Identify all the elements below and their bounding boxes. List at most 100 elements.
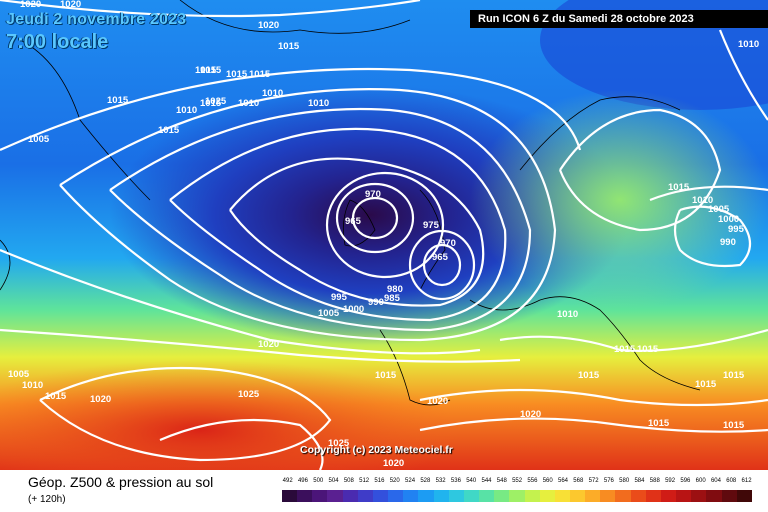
isobar-label: 1020	[520, 409, 541, 420]
isobar-label: 1010	[238, 98, 259, 109]
color-scale-swatch	[312, 490, 328, 502]
forecast-time: 7:00 locale	[6, 31, 109, 53]
isobar-label: 1015	[226, 69, 248, 80]
isobar-label: 980	[387, 284, 403, 295]
isobar-label: 995	[331, 292, 348, 303]
isobar-label: 1015	[195, 65, 217, 76]
color-scale-swatch	[388, 490, 404, 502]
forecast-date: Jeudi 2 novembre 2023	[6, 11, 187, 28]
color-scale-swatch	[539, 490, 555, 502]
color-scale-tick: 564	[557, 478, 568, 484]
color-scale-tick: 576	[603, 478, 614, 484]
isobar-label: 1015	[278, 41, 300, 52]
color-scale-swatch	[691, 490, 707, 502]
isobar-label: 1015	[723, 370, 745, 381]
isobar-label: 1015	[668, 182, 690, 193]
color-scale-swatch	[524, 490, 540, 502]
color-scale-tick: 572	[588, 478, 599, 484]
color-scale-swatch	[706, 490, 722, 502]
color-scale-swatch	[463, 490, 480, 502]
color-scale-tick: 504	[328, 478, 339, 484]
color-scale-tick: 516	[374, 478, 385, 484]
color-scale-tick: 600	[695, 478, 706, 484]
isobar-label: 1015	[637, 344, 659, 355]
map-title: Géop. Z500 & pression au sol	[28, 474, 214, 490]
isobar-label: 1010	[176, 105, 197, 116]
color-scale-tick: 524	[405, 478, 416, 484]
color-scale-tick: 612	[741, 478, 752, 484]
color-scale-tick: 520	[389, 478, 400, 484]
color-scale-tick: 584	[634, 478, 645, 484]
isobar-label: 1005	[318, 308, 340, 319]
color-scale-swatch	[342, 490, 358, 502]
isobar-label: 1005	[8, 369, 30, 380]
isobar-label: 995	[728, 224, 745, 235]
color-scale-tick: 532	[435, 478, 446, 484]
color-scale-tick: 536	[450, 478, 461, 484]
color-scale-tick: 492	[282, 478, 293, 484]
color-scale-tick: 596	[680, 478, 691, 484]
color-scale-ticks: 492 496 500 504 508 512 516 520 524 528 532 536 540 5…	[280, 478, 754, 484]
color-scale-tick: 544	[481, 478, 492, 484]
color-scale-swatch	[509, 490, 525, 502]
coastlines	[0, 0, 701, 406]
isobar-label: 1010	[557, 309, 578, 320]
color-scale-swatch	[600, 490, 616, 502]
color-scale-swatch	[660, 490, 677, 502]
isobar-label: 1020	[258, 20, 279, 31]
color-scale-tick: 548	[496, 478, 507, 484]
isobar-label: 1020	[383, 458, 404, 469]
color-scale-tick: 552	[512, 478, 523, 484]
subtropical-high-shading	[0, 360, 460, 470]
weather-map: 1020 1020 1015 1015 1015 1010 1015 1010 …	[0, 0, 768, 470]
isobar-label: 1015	[723, 420, 745, 431]
forecast-lead-time: (+ 120h)	[28, 494, 66, 505]
map-footer: Géop. Z500 & pression au sol (+ 120h) 49…	[0, 470, 768, 512]
isobar-label: 1020	[60, 0, 81, 10]
isobar-label: 990	[368, 297, 384, 308]
color-scale-swatch	[418, 490, 434, 502]
isobar-label: 1015	[695, 379, 717, 390]
isobar-label: 1020	[90, 394, 111, 405]
color-scale-swatch	[721, 490, 737, 502]
color-scale-swatch	[554, 490, 570, 502]
color-scale-swatch	[282, 490, 298, 502]
isobar-label: 1010	[22, 380, 43, 391]
isobar-label: 1025	[328, 438, 350, 449]
isobar-label: 970	[440, 238, 456, 249]
isobar-label: 1000	[718, 214, 739, 225]
isobar-label: 1010	[738, 39, 759, 50]
isobar-label: 985	[384, 293, 401, 304]
color-scale-swatch	[630, 490, 646, 502]
color-scale-tick: 592	[665, 478, 676, 484]
isobar-label: 1020	[20, 0, 41, 10]
isobar-label: 990	[720, 237, 736, 248]
color-scale-swatch	[372, 490, 389, 502]
isobar-label: 1015	[375, 370, 397, 381]
color-scale-swatch	[569, 490, 586, 502]
color-scale-swatch	[297, 490, 313, 502]
isobar-label: 970	[365, 189, 381, 200]
isobar-label: 1020	[427, 396, 448, 407]
color-scale-tick: 500	[313, 478, 324, 484]
color-scale-swatch	[585, 490, 601, 502]
copyright-text: Copyright (c) 2023 Meteociel.fr	[300, 444, 453, 456]
isobar-label: 1010	[308, 98, 329, 109]
color-scale-bar	[282, 490, 752, 502]
color-scale-swatch	[433, 490, 449, 502]
isobar-label: 1025	[238, 389, 260, 400]
color-scale-swatch	[403, 490, 419, 502]
color-scale-tick: 568	[573, 478, 584, 484]
isobar-label: 1005	[708, 204, 730, 215]
color-scale-tick: 608	[726, 478, 737, 484]
color-scale-tick: 540	[466, 478, 477, 484]
color-scale-tick: 508	[343, 478, 354, 484]
ridge-shading	[470, 90, 768, 310]
isobar-label: 975	[423, 220, 440, 231]
isobar-label: 1015	[578, 370, 600, 381]
color-scale-tick: 560	[542, 478, 553, 484]
isobar-label: 1015	[249, 69, 271, 80]
color-scale-tick: 604	[710, 478, 721, 484]
isobar-label: 1015	[200, 98, 222, 109]
model-run-label: Run ICON 6 Z du Samedi 28 octobre 2023	[470, 10, 768, 28]
